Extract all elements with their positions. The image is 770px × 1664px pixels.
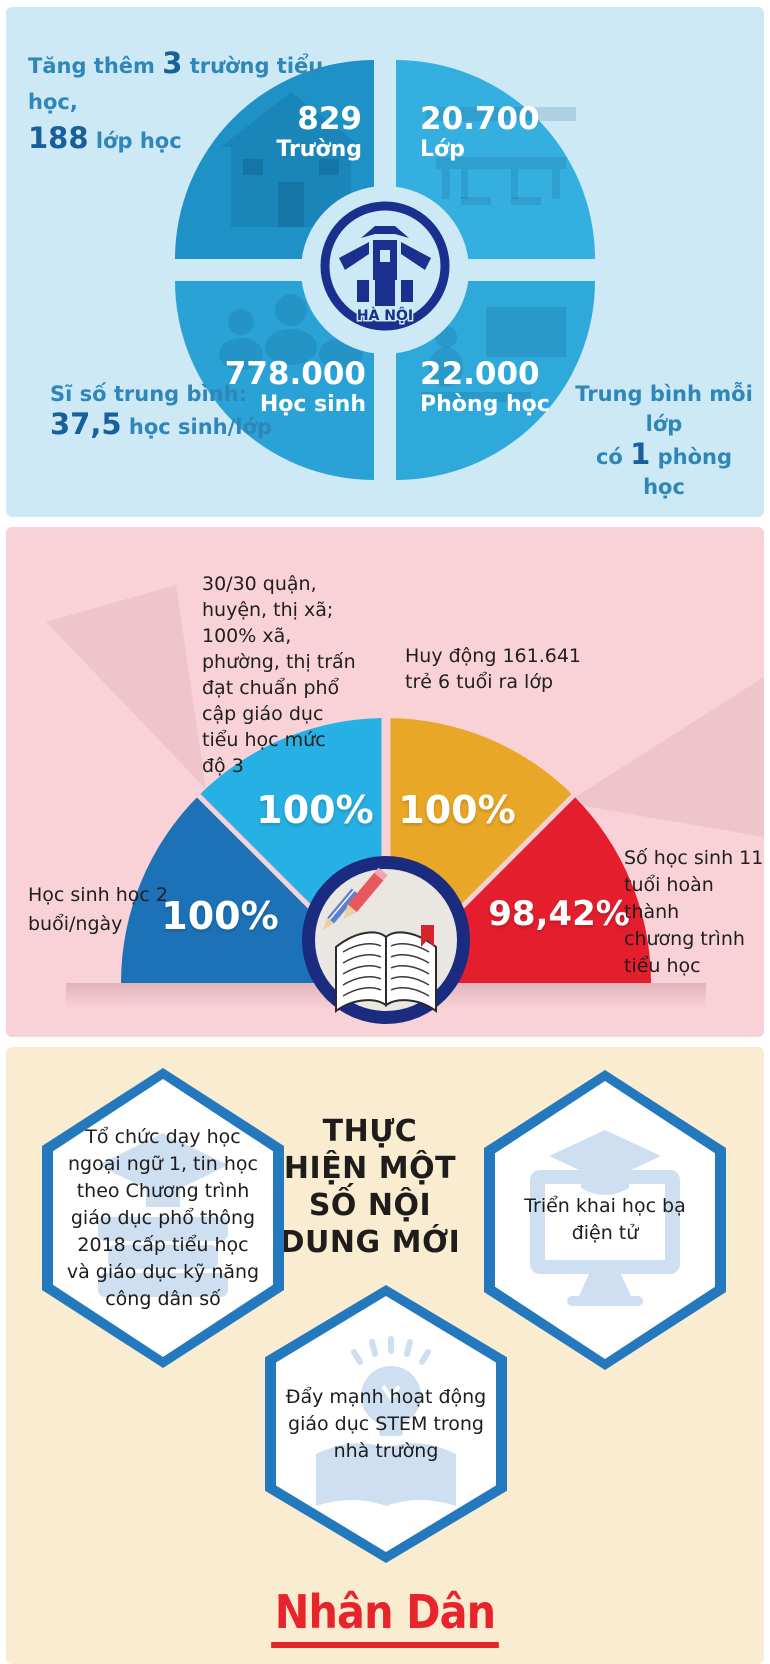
monitor-graduation-icon xyxy=(530,1130,680,1306)
quadrant-students xyxy=(175,281,374,480)
quadrant-schools xyxy=(175,60,374,259)
quadrant-classrooms xyxy=(396,281,595,480)
hexagon-digital-records: Triển khai học bạ điện tử xyxy=(484,1070,726,1370)
hexagon-inner: Đẩy mạnh hoạt động giáo dục STEM trong n… xyxy=(276,1296,496,1552)
gauge-note-two-sessions: Học sinh học 2 buổi/ngày xyxy=(28,884,168,935)
hexagon-text: Triển khai học bạ điện tử xyxy=(524,1195,686,1244)
headline-text: trường tiểu học, xyxy=(28,54,324,114)
note-text: Trung bình mỗi lớp xyxy=(575,382,753,436)
stat-label: Trường xyxy=(276,137,362,162)
title-line: THỰC xyxy=(322,1114,418,1149)
headline-number-classes: 188 xyxy=(28,121,89,155)
gauge-value-completion: 98,42% xyxy=(488,894,630,934)
book-pencils-icon xyxy=(322,867,437,1013)
hexagon-inner: Tổ chức dạy học ngoại ngữ 1, tin học the… xyxy=(53,1079,273,1357)
gauge-note-universalization: 30/30 quận, huyện, thị xã; 100% xã, phườ… xyxy=(202,573,356,777)
gauge-section: 100% 100% 100% 98,42% 30/30 quận, huyện,… xyxy=(6,527,764,1037)
hexagon-text: Tổ chức dạy học ngoại ngữ 1, tin học the… xyxy=(66,1125,260,1310)
overview-section: HÀ NỘI Tăng thêm 3 trường tiểu học, 188 … xyxy=(6,7,764,517)
hanoi-emblem-icon: HÀ NỘI xyxy=(320,201,450,331)
gauge-value-two-sessions: 100% xyxy=(161,894,279,938)
new-content-title: THỰC HIỆN MỘT SỐ NỘI DUNG MỚI xyxy=(250,1113,490,1261)
school-illustration xyxy=(221,92,361,227)
classroom-desk-illustration xyxy=(421,307,566,402)
new-content-section: THỰC HIỆN MỘT SỐ NỘI DUNG MỚI Tổ chức dạ… xyxy=(6,1047,764,1664)
classroom-ratio-note: Trung bình mỗi lớp có 1 phòng học xyxy=(574,379,754,502)
emblem-label: HÀ NỘI xyxy=(357,306,413,324)
title-line: DUNG MỚI xyxy=(279,1225,461,1260)
stat-value: 22.000 xyxy=(420,356,540,392)
fold-shadow-right xyxy=(566,677,764,837)
stat-classes: 20.700 Lớp xyxy=(420,102,540,164)
hexagon-inner: Triển khai học bạ điện tử xyxy=(495,1081,715,1359)
overview-headline: Tăng thêm 3 trường tiểu học, 188 lớp học xyxy=(28,45,378,159)
title-line: HIỆN MỘT xyxy=(283,1151,457,1186)
stat-value: 829 xyxy=(297,101,362,137)
quadrant-classes xyxy=(396,60,595,259)
classroom-illustration xyxy=(426,107,576,205)
note-text: có xyxy=(595,445,631,469)
gauge-note-six-year-olds: Huy động 161.641 trẻ 6 tuổi ra lớp xyxy=(405,645,582,693)
gauge-value-universalization: 100% xyxy=(256,788,374,832)
stat-classrooms: 22.000 Phòng học xyxy=(420,357,550,419)
hexagon-text: Đẩy mạnh hoạt động giáo dục STEM trong n… xyxy=(285,1385,487,1462)
note-text: phòng học xyxy=(643,445,733,499)
lightbulb-book-icon xyxy=(316,1336,456,1506)
note-number: 1 xyxy=(630,437,651,471)
nhan-dan-logo: Nhân Dân xyxy=(271,1585,499,1648)
stat-value: 778.000 xyxy=(224,356,366,392)
achievement-gauge-chart xyxy=(46,585,764,1024)
headline-text: Tăng thêm xyxy=(28,54,163,78)
stat-schools: 829 Trường xyxy=(276,102,362,164)
books-graduation-icon xyxy=(98,1133,228,1297)
title-line: SỐ NỘI xyxy=(308,1188,432,1223)
gauge-value-six-year-olds: 100% xyxy=(398,788,516,832)
stat-label: Học sinh xyxy=(259,392,366,417)
school-stats-donut-chart: HÀ NỘI xyxy=(175,60,595,480)
headline-text: lớp học xyxy=(88,129,182,153)
note-text: Sĩ số trung bình: xyxy=(50,382,248,406)
note-text: học sinh/lớp xyxy=(121,415,272,439)
stat-label: Lớp xyxy=(420,137,465,162)
headline-number-schools: 3 xyxy=(162,46,183,80)
class-size-note: Sĩ số trung bình: 37,5 học sinh/lớp xyxy=(50,379,280,442)
gauge-note-completion: Số học sinh 11 tuổi hoàn thành chương tr… xyxy=(624,847,764,977)
hexagon-stem: Đẩy mạnh hoạt động giáo dục STEM trong n… xyxy=(265,1285,507,1563)
stat-value: 20.700 xyxy=(420,101,540,137)
stat-label: Phòng học xyxy=(420,392,550,417)
stat-students: 778.000 Học sinh xyxy=(225,357,366,419)
hexagon-curriculum: Tổ chức dạy học ngoại ngữ 1, tin học the… xyxy=(42,1068,284,1368)
note-number: 37,5 xyxy=(50,407,122,441)
fold-shadow-left xyxy=(46,585,206,789)
